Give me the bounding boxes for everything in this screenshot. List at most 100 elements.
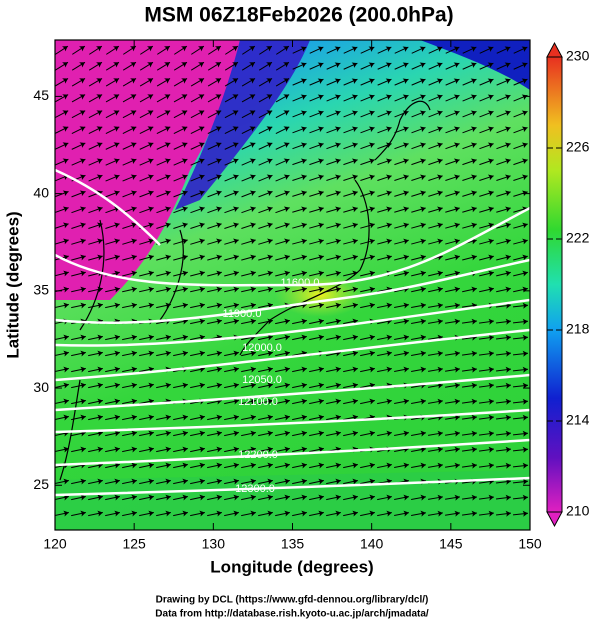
arrow-head	[97, 494, 103, 501]
wind-arrow	[241, 190, 256, 198]
wind-arrow	[343, 478, 358, 485]
arrow-head	[505, 366, 511, 373]
arrow-head	[454, 270, 460, 277]
arrow-head	[80, 398, 86, 405]
arrow-head	[267, 382, 273, 389]
arrow-head	[113, 222, 120, 229]
wind-arrow	[275, 206, 290, 214]
wind-arrow	[190, 430, 205, 437]
wind-arrow	[462, 46, 477, 54]
contour-line	[55, 476, 530, 497]
wind-arrow	[156, 270, 171, 277]
arrow-head	[300, 110, 307, 117]
wind-arrow	[309, 94, 324, 102]
wind-arrow	[462, 174, 477, 181]
arrow-head	[80, 286, 86, 293]
wind-arrow	[445, 94, 460, 102]
footer: Data from http://database.rish.kyoto-u.a…	[155, 609, 429, 620]
arrow-head	[114, 366, 120, 373]
arrow-head	[164, 62, 170, 68]
arrow-head	[130, 46, 136, 52]
wind-arrow	[445, 78, 460, 86]
arrow-head	[454, 190, 460, 197]
wind-arrow	[207, 206, 222, 214]
arrow-head	[488, 254, 494, 261]
wind-arrow	[275, 398, 290, 405]
wind-arrow	[462, 78, 477, 86]
wind-arrow	[122, 222, 137, 229]
wind-arrow	[445, 382, 460, 389]
wind-arrow	[88, 174, 103, 182]
arrow-head	[318, 510, 324, 517]
arrow-head	[504, 174, 511, 181]
arrow-head	[63, 478, 69, 485]
arrow-head	[505, 462, 511, 469]
arrow-head	[453, 142, 460, 149]
wind-arrow	[224, 61, 239, 71]
arrow-head	[199, 238, 205, 245]
arrow-head	[301, 414, 307, 421]
arrow-head	[63, 302, 69, 309]
arrow-head	[369, 350, 375, 357]
wind-arrow	[241, 254, 256, 261]
wind-arrow	[394, 238, 409, 245]
arrow-head	[488, 430, 494, 437]
arrow-head	[199, 478, 205, 485]
arrow-head	[505, 190, 511, 197]
contour-label: 12300.0	[235, 483, 275, 495]
wind-arrow	[105, 190, 120, 198]
arrow-head	[318, 190, 324, 197]
arrow-head	[301, 494, 307, 501]
wind-arrow	[479, 110, 494, 118]
wind-arrow	[394, 254, 409, 261]
wind-arrow	[224, 158, 239, 166]
wind-arrow	[139, 302, 154, 309]
wind-arrow	[462, 142, 477, 150]
arrow-head	[420, 446, 426, 453]
wind-arrow	[275, 110, 290, 119]
wind-arrow	[258, 270, 273, 277]
wind-arrow	[445, 238, 460, 245]
wind-arrow	[360, 46, 375, 54]
arrow-head	[454, 382, 460, 389]
arrow-head	[505, 222, 511, 229]
arrow-head	[249, 62, 255, 68]
wind-arrow	[462, 398, 477, 405]
wind-arrow	[326, 430, 341, 437]
arrow-head	[504, 62, 511, 68]
arrow-head	[233, 446, 239, 453]
arrow-head	[403, 334, 409, 341]
arrow-head	[335, 510, 341, 517]
wind-arrow	[190, 174, 205, 182]
arrow-head	[471, 318, 477, 325]
wind-arrow	[275, 414, 290, 421]
arrow-head	[233, 286, 239, 293]
wind-arrow	[139, 254, 154, 261]
wind-arrow	[55, 94, 69, 103]
wind-arrow	[55, 126, 69, 135]
wind-arrow	[173, 414, 188, 421]
arrow-head	[521, 174, 528, 181]
arrow-head	[96, 174, 103, 181]
wind-arrow	[156, 174, 171, 182]
wind-arrow	[326, 46, 341, 54]
wind-arrow	[258, 222, 273, 229]
arrow-head	[403, 398, 409, 405]
wind-arrow	[105, 430, 120, 437]
wind-arrow	[495, 398, 512, 405]
arrow-head	[368, 126, 375, 133]
wind-arrow	[479, 222, 494, 229]
arrow-head	[267, 238, 273, 245]
arrow-head	[437, 510, 443, 517]
arrow-head	[63, 414, 69, 421]
arrow-head	[164, 190, 171, 197]
x-tick-label: 145	[439, 536, 463, 552]
wind-arrow	[326, 366, 341, 373]
arrow-head	[249, 94, 256, 100]
wind-arrow	[496, 110, 511, 118]
arrow-head	[250, 318, 256, 325]
wind-arrow	[479, 446, 495, 453]
arrow-head	[164, 222, 171, 229]
wind-arrow	[411, 46, 426, 54]
arrow-head	[250, 270, 256, 277]
